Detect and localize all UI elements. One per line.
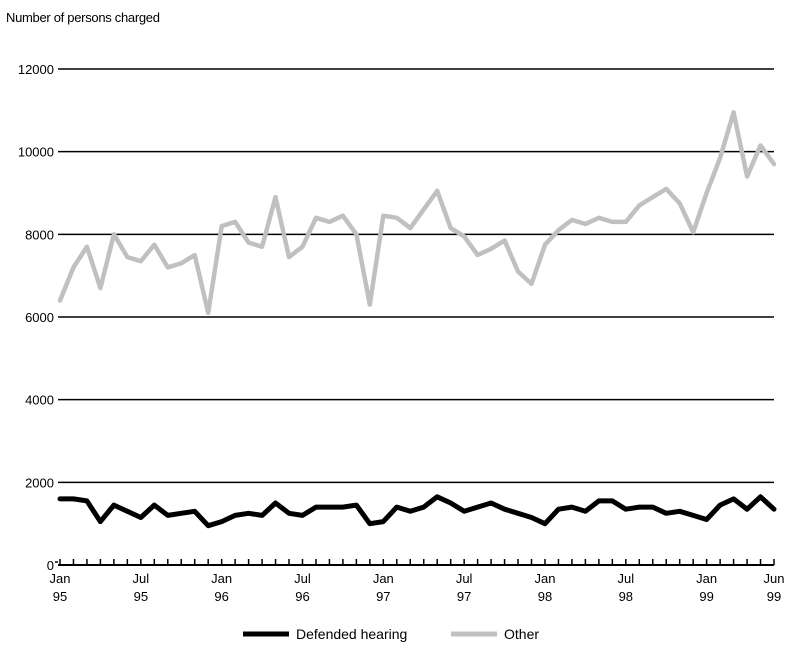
x-tick-label-month: Jun: [764, 571, 785, 586]
y-tick-label: 2000: [25, 475, 54, 490]
x-tick-label-year: 98: [538, 589, 552, 604]
x-tick-label-year: 99: [699, 589, 713, 604]
x-tick-label-year: 95: [53, 589, 67, 604]
y-tick-labels: 0 2000 4000 6000 8000 10000 12000: [18, 62, 54, 573]
x-tick-label-month: Jul: [617, 571, 634, 586]
legend-label-defended-hearing: Defended hearing: [296, 626, 407, 642]
x-tick-labels: Jan 95 Jul 95 Jan 96 Jul 96 Jan 97 Jul 97 Jan 98 Jul 98…: [50, 571, 785, 604]
gridlines: [55, 68, 774, 563]
series-layer: [57, 110, 777, 529]
x-tick-label-month: Jan: [696, 571, 717, 586]
y-tick-label: 4000: [25, 393, 54, 408]
x-tick-label-month: Jul: [294, 571, 311, 586]
x-tick-label-year: 96: [295, 589, 309, 604]
y-tick-label: 8000: [25, 227, 54, 242]
x-tick-label-month: Jan: [534, 571, 555, 586]
x-tick-label-year: 97: [376, 589, 390, 604]
x-axis: [58, 559, 775, 566]
x-tick-label-month: Jan: [211, 571, 232, 586]
y-tick-label: 12000: [18, 62, 54, 77]
x-tick-label-year: 96: [214, 589, 228, 604]
legend: Defended hearing Other: [243, 626, 539, 642]
x-tick-label-year: 95: [134, 589, 148, 604]
x-tick-label-month: Jul: [133, 571, 150, 586]
y-tick-label: 6000: [25, 310, 54, 325]
x-tick-label-month: Jul: [456, 571, 473, 586]
y-tick-label: 0: [47, 558, 54, 573]
series-line-other: [57, 110, 777, 316]
y-axis-label: Number of persons charged: [6, 10, 160, 25]
x-tick-label-month: Jan: [373, 571, 394, 586]
y-tick-label: 10000: [18, 145, 54, 160]
series-line-defended-hearing: [57, 494, 777, 529]
legend-label-other: Other: [504, 626, 539, 642]
x-tick-label-month: Jan: [50, 571, 71, 586]
x-tick-label-year: 98: [619, 589, 633, 604]
x-tick-label-year: 99: [767, 589, 781, 604]
x-tick-label-year: 97: [457, 589, 471, 604]
